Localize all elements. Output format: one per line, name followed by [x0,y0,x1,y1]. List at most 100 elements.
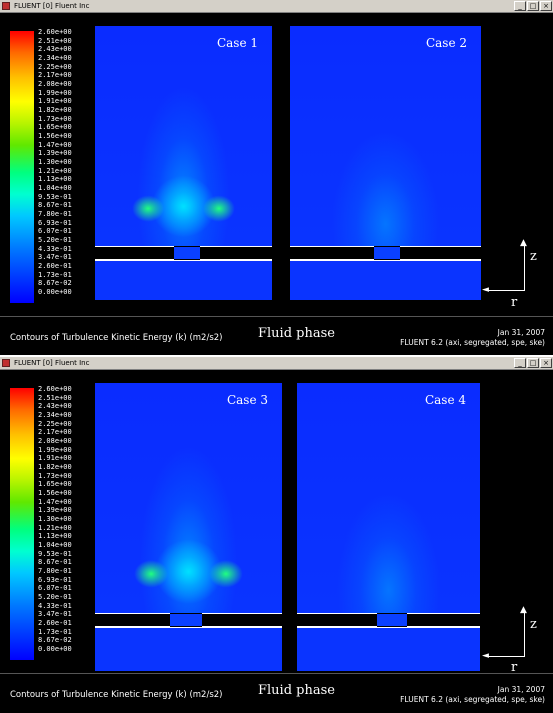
plate-left [95,613,170,627]
legend-label: 2.60e-01 [38,619,72,628]
caption-date: Jan 31, 2007 [497,685,545,694]
orifice [174,247,200,259]
legend-label: 2.60e+00 [38,28,72,36]
fluent-window-2: FLUENT [0] Fluent Inc _ □ × 2.60e+00 2.51… [0,357,553,713]
legend-labels: 2.60e+00 2.51e+00 2.43e+00 2.34e+00 2.25e+00… [38,385,84,654]
legend-label: 1.13e+00 [38,532,72,541]
case-domain-1: Case 1 [95,26,272,246]
legend-label: 2.43e+00 [38,402,72,411]
window-titlebar[interactable]: FLUENT [0] Fluent Inc _ □ × [0,357,553,370]
r-axis-arrow: ◄ [482,651,489,661]
legend-label: 1.30e+00 [38,158,72,167]
minimize-button[interactable]: _ [514,358,526,368]
legend-label: 2.43e+00 [38,45,72,54]
plate-right [202,613,282,627]
r-axis-label: r [511,295,518,310]
case-label: Case 3 [226,393,268,407]
legend-label: 1.47e+00 [38,497,72,506]
legend-label: 8.67e-01 [38,201,72,210]
caption-date: Jan 31, 2007 [497,328,545,337]
close-button[interactable]: × [540,358,552,368]
legend-label: 7.80e-01 [38,567,72,576]
z-axis-label: z [530,249,537,264]
plate-right [400,246,481,260]
r-axis-arrow: ◄ [482,285,489,295]
window-title: FLUENT [0] Fluent Inc [14,359,90,367]
legend-label: 2.60e+00 [38,385,72,393]
caption-solver: FLUENT 6.2 (axi, segregated, spe, ske) [400,695,545,704]
legend-label: 1.82e+00 [38,106,72,115]
orifice [377,614,407,626]
legend-label: 1.73e+00 [38,114,72,123]
legend-label: 0.00e+00 [38,288,72,297]
legend-label: 1.65e+00 [38,123,72,132]
caption-phase: Fluid phase [258,326,335,341]
legend-label: 1.04e+00 [38,541,72,550]
legend-label: 1.21e+00 [38,166,72,175]
case-domain-4: Case 4 [297,383,480,613]
legend-label: 2.51e+00 [38,393,72,402]
color-legend-bar [10,31,34,303]
legend-label: 6.93e-01 [38,575,72,584]
legend-labels: 2.60e+00 2.51e+00 2.43e+00 2.34e+00 2.25e+00… [38,28,84,297]
z-axis-label: z [530,617,537,632]
maximize-button[interactable]: □ [527,1,539,11]
minimize-button[interactable]: _ [514,1,526,11]
legend-label: 1.91e+00 [38,454,72,463]
legend-label: 1.73e+00 [38,471,72,480]
legend-label: 8.67e-02 [38,279,72,288]
legend-label: 2.25e+00 [38,419,72,428]
fluent-app-icon [2,2,10,10]
legend-label: 1.99e+00 [38,88,72,97]
legend-label: 2.60e-01 [38,262,72,271]
legend-label: 1.39e+00 [38,506,72,515]
plot-caption: Contours of Turbulence Kinetic Energy (k… [0,316,553,355]
z-axis-arrow: ▲ [520,238,527,248]
legend-label: 1.13e+00 [38,175,72,184]
caption-solver: FLUENT 6.2 (axi, segregated, spe, ske) [400,338,545,347]
caption-quantity: Contours of Turbulence Kinetic Energy (k… [10,690,223,700]
legend-label: 9.53e-01 [38,549,72,558]
legend-label: 1.56e+00 [38,489,72,498]
legend-label: 1.73e-01 [38,627,72,636]
legend-label: 3.47e-01 [38,610,72,619]
z-axis-arrow: ▲ [520,605,527,615]
lower-domain [95,627,282,671]
caption-phase: Fluid phase [258,683,335,698]
orifice [374,247,400,259]
case-domain-3: Case 3 [95,383,282,613]
legend-label: 1.30e+00 [38,515,72,524]
legend-label: 2.51e+00 [38,36,72,45]
plot-caption: Contours of Turbulence Kinetic Energy (k… [0,673,553,713]
legend-label: 8.67e-01 [38,558,72,567]
color-legend-bar [10,388,34,660]
legend-label: 3.47e-01 [38,253,72,262]
legend-label: 2.17e+00 [38,71,72,80]
legend-label: 9.53e-01 [38,192,72,201]
legend-label: 1.39e+00 [38,149,72,158]
close-button[interactable]: × [540,1,552,11]
maximize-button[interactable]: □ [527,358,539,368]
contour-plot: 2.60e+00 2.51e+00 2.43e+00 2.34e+00 2.25e+00… [0,370,553,675]
legend-label: 2.25e+00 [38,62,72,71]
case-label: Case 4 [424,393,466,407]
lower-domain [95,260,272,300]
z-axis [524,612,525,656]
legend-label: 2.34e+00 [38,411,72,420]
case-label: Case 1 [216,36,258,50]
plate-left [95,246,174,260]
lower-domain [290,260,481,300]
legend-label: 5.20e-01 [38,236,72,245]
legend-label: 5.20e-01 [38,593,72,602]
caption-info: Jan 31, 2007 FLUENT 6.2 (axi, segregated… [400,685,545,705]
window-titlebar[interactable]: FLUENT [0] Fluent Inc _ □ × [0,0,553,13]
plate-right [200,246,272,260]
caption-quantity: Contours of Turbulence Kinetic Energy (k… [10,333,223,343]
r-axis-label: r [511,660,518,675]
legend-label: 1.21e+00 [38,523,72,532]
legend-label: 4.33e-01 [38,244,72,253]
legend-label: 4.33e-01 [38,601,72,610]
legend-label: 2.08e+00 [38,437,72,446]
legend-label: 6.07e-01 [38,584,72,593]
fluent-app-icon [2,359,10,367]
